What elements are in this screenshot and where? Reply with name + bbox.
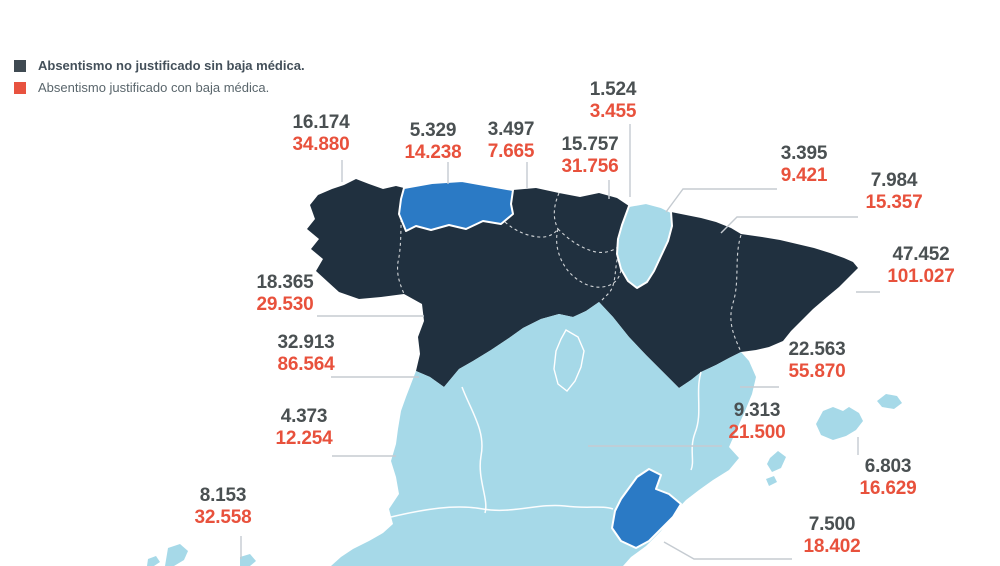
label-madrid: 32.913 86.564 bbox=[261, 332, 351, 376]
region-navarra bbox=[616, 202, 673, 289]
border-paisvasco-south bbox=[557, 228, 622, 253]
island-mallorca bbox=[816, 407, 863, 440]
value-unjustified: 15.757 bbox=[561, 134, 619, 155]
island-canaria-3 bbox=[147, 556, 160, 566]
label-asturias: 5.329 14.238 bbox=[388, 120, 478, 164]
label-extremadura: 4.373 12.254 bbox=[259, 406, 349, 450]
legend-item-justified: Absentismo justificado con baja médica. bbox=[14, 80, 305, 95]
value-unjustified: 22.563 bbox=[788, 339, 846, 360]
border-andalucia-north bbox=[390, 504, 614, 518]
legend-label-justified: Absentismo justificado con baja médica. bbox=[38, 80, 270, 95]
value-unjustified: 5.329 bbox=[409, 120, 457, 141]
label-valenciana: 22.563 55.870 bbox=[772, 339, 862, 383]
value-unjustified: 7.984 bbox=[870, 170, 918, 191]
value-justified: 16.629 bbox=[859, 478, 917, 499]
value-justified: 7.665 bbox=[487, 141, 535, 162]
legend-swatch-red bbox=[14, 81, 26, 94]
island-canaria-2 bbox=[240, 554, 256, 566]
value-unjustified: 4.373 bbox=[280, 406, 328, 427]
value-justified: 55.870 bbox=[788, 361, 846, 382]
region-dark-north-mass bbox=[307, 179, 858, 388]
leader-aragon bbox=[720, 216, 858, 234]
label-murcia: 7.500 18.402 bbox=[787, 514, 877, 558]
value-justified: 14.238 bbox=[404, 142, 462, 163]
value-justified: 21.500 bbox=[728, 422, 786, 443]
legend: Absentismo no justificado sin baja médic… bbox=[14, 58, 305, 103]
value-justified: 9.421 bbox=[780, 165, 828, 186]
value-unjustified: 1.524 bbox=[589, 79, 637, 100]
value-unjustified: 16.174 bbox=[292, 112, 350, 133]
legend-label-unjustified: Absentismo no justificado sin baja médic… bbox=[38, 58, 305, 73]
value-unjustified: 18.365 bbox=[256, 272, 314, 293]
border-cantabria-south bbox=[504, 221, 559, 238]
island-menorca bbox=[877, 394, 902, 409]
value-justified: 34.880 bbox=[292, 134, 350, 155]
value-unjustified: 7.500 bbox=[808, 514, 856, 535]
region-madrid bbox=[553, 329, 585, 392]
value-unjustified: 6.803 bbox=[864, 456, 912, 477]
label-galicia: 16.174 34.880 bbox=[276, 112, 366, 156]
label-aragon: 7.984 15.357 bbox=[849, 170, 939, 214]
island-canaria-1 bbox=[165, 544, 188, 566]
label-mancha: 9.313 21.500 bbox=[712, 400, 802, 444]
leader-lines bbox=[240, 124, 880, 560]
island-ibiza bbox=[767, 451, 786, 472]
border-extremadura-mancha bbox=[461, 386, 487, 514]
border-paisvasco-west bbox=[553, 192, 560, 230]
value-justified: 101.027 bbox=[887, 266, 955, 287]
label-rioja: 1.524 3.455 bbox=[568, 79, 658, 123]
value-justified: 15.357 bbox=[865, 192, 923, 213]
border-rioja bbox=[556, 228, 622, 288]
value-justified: 18.402 bbox=[803, 536, 861, 557]
value-justified: 32.558 bbox=[194, 507, 252, 528]
value-justified: 31.756 bbox=[561, 156, 619, 177]
island-formentera bbox=[766, 476, 777, 486]
label-paisvasco: 15.757 31.756 bbox=[545, 134, 635, 178]
value-justified: 12.254 bbox=[275, 428, 333, 449]
value-unjustified: 8.153 bbox=[199, 485, 247, 506]
region-asturias bbox=[398, 180, 514, 232]
region-murcia bbox=[611, 468, 682, 549]
value-justified: 3.455 bbox=[589, 101, 637, 122]
label-canarias: 8.153 32.558 bbox=[178, 485, 268, 529]
border-aragon-cataluna bbox=[730, 234, 742, 353]
value-unjustified: 9.313 bbox=[733, 400, 781, 421]
label-navarra: 3.395 9.421 bbox=[759, 143, 849, 187]
label-cataluna: 47.452 101.027 bbox=[876, 244, 966, 288]
border-mancha-valenciana bbox=[690, 371, 702, 471]
leader-murcia bbox=[663, 541, 792, 560]
label-cantabria: 3.497 7.665 bbox=[466, 119, 556, 163]
value-justified: 86.564 bbox=[277, 354, 335, 375]
value-unjustified: 3.497 bbox=[487, 119, 535, 140]
border-galicia-east bbox=[397, 188, 405, 295]
value-unjustified: 47.452 bbox=[892, 244, 950, 265]
label-castillaleon: 18.365 29.530 bbox=[240, 272, 330, 316]
value-unjustified: 32.913 bbox=[277, 332, 335, 353]
label-baleares: 6.803 16.629 bbox=[843, 456, 933, 500]
legend-item-unjustified: Absentismo no justificado sin baja médic… bbox=[14, 58, 305, 73]
value-justified: 29.530 bbox=[256, 294, 314, 315]
leader-navarra bbox=[665, 188, 777, 213]
legend-swatch-dark bbox=[14, 59, 26, 72]
value-unjustified: 3.395 bbox=[780, 143, 828, 164]
